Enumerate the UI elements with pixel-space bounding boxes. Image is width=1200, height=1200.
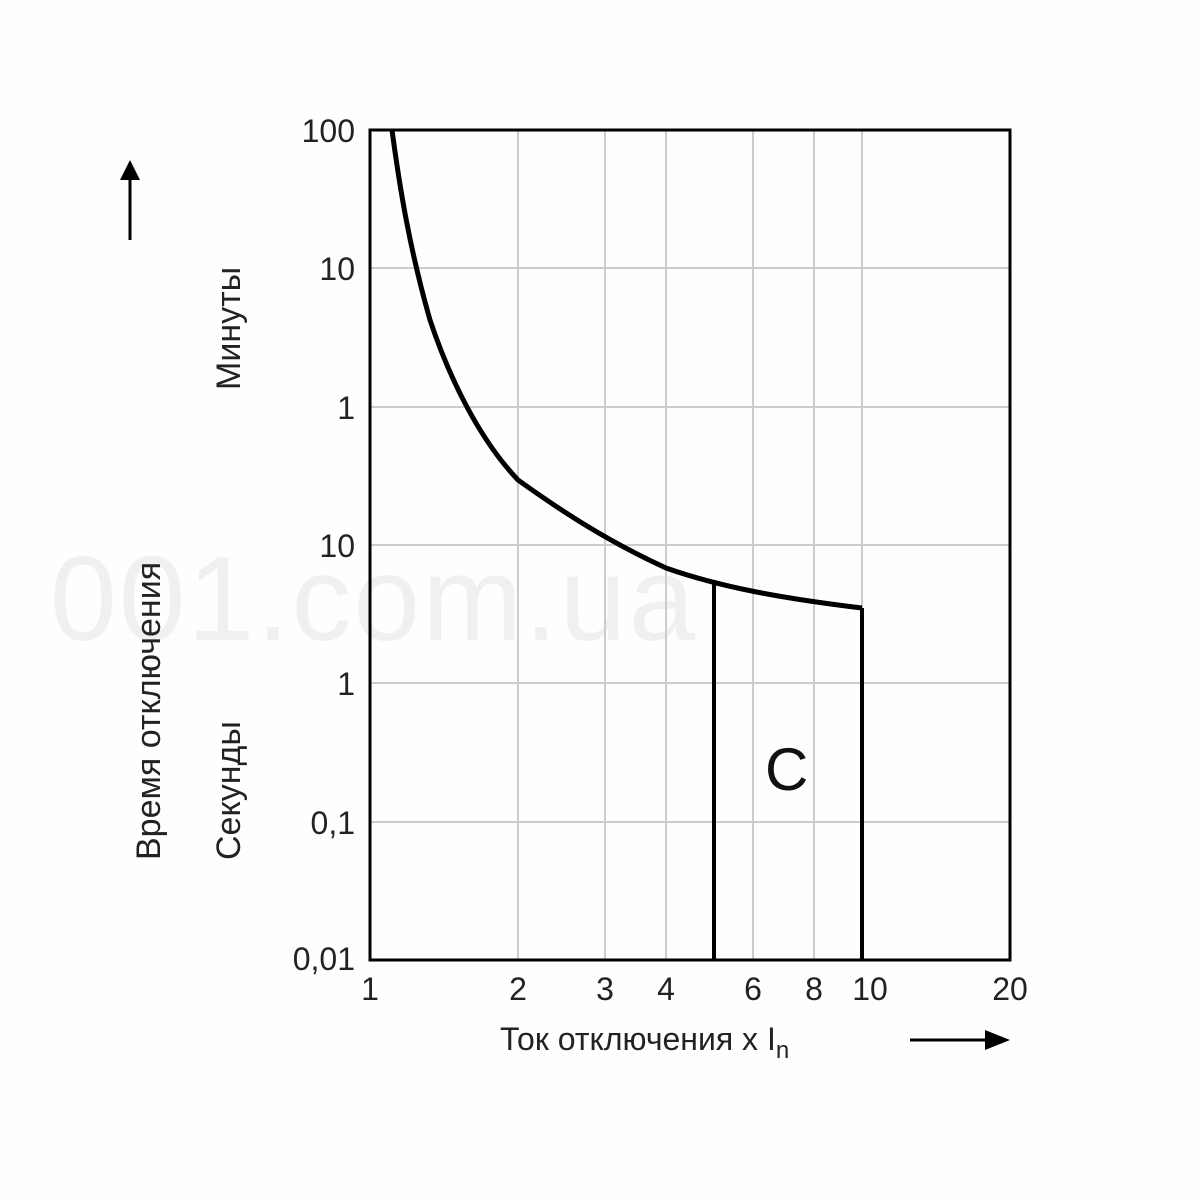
chart-svg: C 100 10 1 10 1 0,1 0,01 1 2 3 4 6 8 10 … xyxy=(100,100,1100,1100)
x-tick-3: 4 xyxy=(657,971,675,1007)
trip-curve xyxy=(392,130,862,608)
x-tick-7: 20 xyxy=(992,971,1028,1007)
chart-container: 001.com.ua Время отключения Минуты Секун… xyxy=(100,100,1100,1100)
x-tick-0: 1 xyxy=(361,971,379,1007)
x-tick-5: 8 xyxy=(805,971,823,1007)
x-tick-2: 3 xyxy=(596,971,614,1007)
y-tick-0: 100 xyxy=(302,113,355,149)
y-tick-6: 0,01 xyxy=(293,941,355,977)
y-tick-4: 1 xyxy=(337,666,355,702)
y-tick-3: 10 xyxy=(319,528,355,564)
x-tick-1: 2 xyxy=(509,971,527,1007)
region-c-label: C xyxy=(765,736,808,803)
y-tick-5: 0,1 xyxy=(311,805,355,841)
x-axis-title: Ток отключения x In xyxy=(500,1021,789,1064)
y-tick-2: 1 xyxy=(337,390,355,426)
x-tick-6: 10 xyxy=(852,971,888,1007)
x-axis-arrow-head xyxy=(985,1030,1010,1050)
x-tick-4: 6 xyxy=(744,971,762,1007)
y-tick-1: 10 xyxy=(319,251,355,287)
